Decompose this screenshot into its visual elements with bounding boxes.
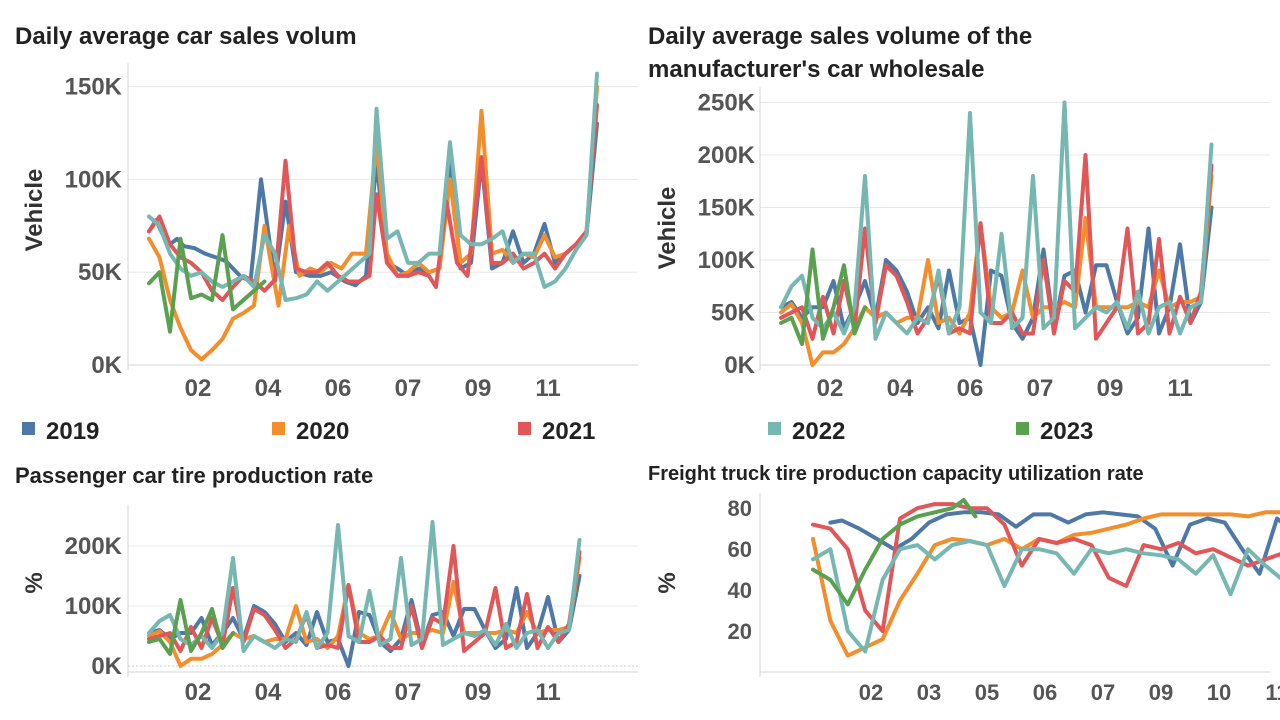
chart-title: Freight truck tire production capacity u… (648, 463, 1144, 485)
legend-swatch-2023 (1016, 422, 1029, 435)
series-line-2023 (779, 247, 867, 346)
series-line-2023 (147, 233, 267, 334)
x-tick-label: 02 (185, 679, 212, 706)
y-tick-label: 20 (728, 619, 752, 644)
series-line-2023 (811, 498, 978, 607)
y-tick-label: 80 (728, 496, 752, 521)
x-tick-label: 11 (1265, 680, 1280, 705)
y-tick-label: 50K (711, 300, 756, 327)
series-line-2022 (147, 71, 599, 302)
x-tick-label: 09 (1097, 375, 1124, 402)
x-tick-label: 09 (465, 375, 492, 402)
y-tick-label: 100K (65, 166, 123, 193)
y-tick-label: 150K (65, 74, 123, 101)
x-tick-label: 02 (817, 375, 844, 402)
y-tick-label: 0K (724, 352, 755, 379)
y-axis-label: Vehicle (21, 169, 48, 252)
x-tick-label: 06 (957, 375, 984, 402)
y-axis-label: % (654, 572, 681, 593)
chart-title: Passenger car tire production rate (15, 463, 373, 488)
x-tick-label: 05 (975, 680, 999, 705)
x-tick-label: 06 (325, 375, 352, 402)
x-tick-label: 11 (535, 375, 560, 402)
y-tick-label: 200K (65, 533, 123, 560)
x-tick-label: 02 (859, 680, 883, 705)
chart-title: manufacturer's car wholesale (648, 56, 985, 83)
legend-swatch-2020 (272, 422, 285, 435)
legend-label-2021: 2021 (542, 418, 595, 445)
x-tick-label: 04 (887, 375, 914, 402)
x-tick-label: 06 (1033, 680, 1057, 705)
y-tick-label: 100K (65, 593, 123, 620)
chart-title: Daily average car sales volum (15, 23, 357, 50)
y-tick-label: 0K (91, 352, 122, 379)
x-tick-label: 11 (535, 679, 560, 706)
legend-swatch-2019 (22, 422, 35, 435)
x-tick-label: 07 (1027, 375, 1054, 402)
x-tick-label: 10 (1207, 680, 1231, 705)
series-line-2021 (147, 103, 599, 302)
series-line-2022 (811, 539, 1280, 654)
x-tick-label: 02 (185, 375, 212, 402)
x-tick-label: 06 (325, 679, 352, 706)
x-tick-label: 07 (395, 375, 422, 402)
series-line-2021 (811, 502, 1280, 634)
x-tick-label: 11 (1167, 375, 1192, 402)
legend-label-2022: 2022 (792, 418, 845, 445)
x-tick-label: 04 (255, 679, 282, 706)
chart-car-sales-volume: Daily average car sales volum 0K 50K 100K 15… (15, 23, 638, 402)
y-tick-label: 150K (698, 195, 756, 222)
legend-label-2023: 2023 (1040, 418, 1093, 445)
x-tick-label: 09 (465, 679, 492, 706)
series-line-2022 (779, 100, 1214, 341)
y-tick-label: 200K (698, 142, 756, 169)
chart-wholesale-volume: Daily average sales volume of the manufac… (648, 23, 1270, 402)
chart-truck-tire-utilization: Freight truck tire production capacity u… (648, 463, 1280, 705)
legend: 2019 2020 2021 2022 2023 (22, 418, 1093, 445)
chart-title: Daily average sales volume of the (648, 23, 1032, 50)
y-axis-label: % (21, 572, 48, 593)
y-axis-label: Vehicle (654, 187, 681, 270)
chart-passenger-tire-rate: Passenger car tire production rate 0K 100K… (15, 463, 638, 706)
x-tick-label: 04 (255, 375, 282, 402)
y-tick-label: 0K (91, 653, 122, 680)
legend-label-2019: 2019 (46, 418, 99, 445)
x-tick-label: 09 (1149, 680, 1173, 705)
y-tick-label: 60 (728, 537, 752, 562)
series-line-2020 (811, 510, 1280, 658)
y-tick-label: 100K (698, 247, 756, 274)
y-tick-label: 50K (78, 259, 123, 286)
legend-swatch-2022 (768, 422, 781, 435)
series-line-2019 (828, 510, 1280, 576)
y-tick-label: 40 (728, 578, 752, 603)
legend-swatch-2021 (518, 422, 531, 435)
x-tick-label: 03 (917, 680, 941, 705)
x-tick-label: 07 (1091, 680, 1115, 705)
series-line-2023 (147, 598, 235, 656)
x-tick-label: 07 (395, 679, 422, 706)
legend-label-2020: 2020 (296, 418, 349, 445)
y-tick-label: 250K (698, 90, 756, 117)
